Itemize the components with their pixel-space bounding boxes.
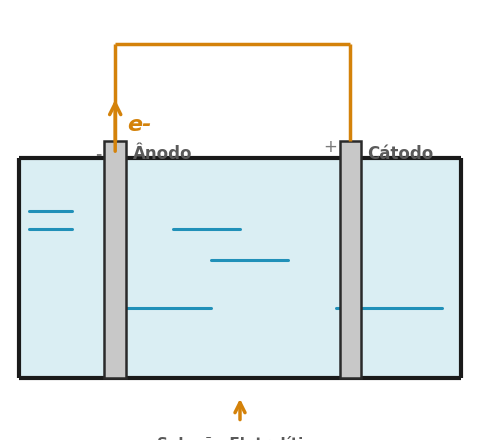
Text: -: - (96, 147, 102, 161)
Text: Cátodo: Cátodo (367, 145, 433, 163)
Bar (340, 141, 361, 378)
Text: Ânodo: Ânodo (133, 145, 192, 163)
Bar (19, 158, 461, 378)
Text: Solução Eletrolítica: Solução Eletrolítica (157, 436, 323, 440)
Bar (105, 141, 126, 378)
Text: e-: e- (127, 115, 152, 136)
Text: +: + (324, 139, 337, 156)
